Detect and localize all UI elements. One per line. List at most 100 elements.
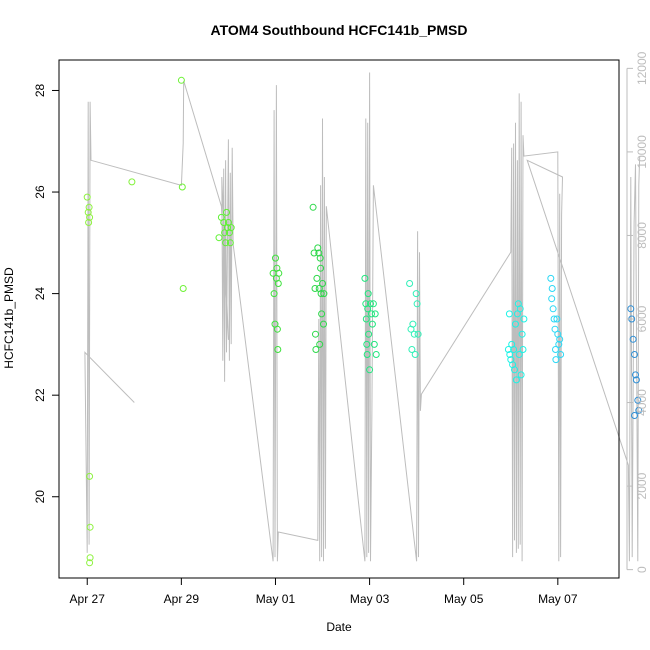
data-point (517, 371, 525, 379)
data-point (414, 330, 422, 338)
data-point (363, 340, 371, 348)
data-point (552, 356, 560, 364)
data-point (316, 340, 324, 348)
data-point (552, 346, 559, 353)
data-point (365, 330, 373, 338)
y2-tick-label: 8000 (635, 222, 649, 249)
data-point (410, 330, 418, 338)
data-point (309, 203, 317, 211)
data-point (86, 472, 94, 480)
y2-tick-label: 2000 (635, 472, 649, 499)
data-point (362, 315, 370, 323)
data-point (409, 320, 417, 328)
data-point (318, 310, 326, 318)
data-point (629, 335, 637, 343)
data-point (516, 305, 524, 313)
data-point (631, 412, 638, 419)
x-tick-label: Apr 29 (164, 592, 200, 606)
data-point (515, 351, 523, 358)
y-tick-label: 24 (33, 287, 47, 301)
data-point (221, 229, 229, 237)
data-point (369, 300, 377, 308)
x-tick-label: May 03 (350, 592, 390, 606)
data-point (86, 213, 94, 221)
data-point (635, 406, 643, 414)
altitude-track (84, 72, 641, 562)
data-point (631, 351, 638, 358)
data-point (408, 346, 416, 353)
data-point (177, 76, 185, 84)
y2-tick-label: 10000 (635, 135, 649, 169)
data-points (83, 76, 643, 567)
data-point (406, 280, 414, 287)
data-point (512, 376, 520, 384)
data-point (215, 234, 223, 242)
data-point (411, 351, 419, 358)
data-point (550, 315, 558, 323)
data-point (224, 219, 232, 226)
data-point (319, 280, 326, 287)
x-tick-label: May 01 (256, 592, 296, 606)
data-point (368, 310, 375, 318)
x-axis-label: Date (326, 620, 352, 634)
data-point (520, 315, 528, 323)
data-point (506, 351, 514, 358)
data-point (270, 290, 278, 298)
x-axis: Apr 27 Apr 29 May 01 May 03 May 05 May 07 (70, 577, 578, 606)
data-point (272, 254, 279, 262)
data-point (363, 351, 371, 358)
data-point (86, 523, 94, 531)
data-point (366, 366, 374, 374)
data-point (553, 315, 561, 323)
data-point (548, 285, 556, 292)
data-point (364, 290, 372, 298)
x-tick-label: May 05 (444, 592, 484, 606)
data-point (178, 183, 186, 191)
data-point (413, 300, 421, 308)
data-point (547, 274, 555, 282)
data-point (505, 310, 513, 318)
data-point (519, 346, 527, 353)
data-point (222, 239, 230, 247)
data-point (504, 346, 512, 353)
data-point (412, 290, 420, 298)
data-point (179, 285, 187, 292)
data-point (227, 224, 235, 232)
data-point (86, 554, 94, 562)
data-point (316, 254, 324, 262)
data-point (548, 295, 556, 303)
data-point (555, 340, 563, 348)
data-point (310, 249, 318, 257)
data-point (315, 249, 323, 257)
y-axis-left: 20 22 24 26 28 (33, 83, 60, 503)
data-point (510, 346, 518, 353)
data-point (368, 320, 376, 328)
data-point (556, 335, 564, 343)
data-point (371, 310, 379, 318)
data-point (314, 244, 322, 252)
data-point (275, 269, 283, 277)
data-point (85, 203, 93, 211)
data-point (317, 290, 325, 298)
altitude-line (84, 72, 641, 562)
data-point (274, 346, 282, 353)
data-point (367, 300, 374, 308)
x-tick-label: May 07 (538, 592, 578, 606)
y-axis-right: 0 2000 4000 6000 8000 10000 12000 (626, 51, 649, 573)
data-point (512, 320, 519, 328)
data-point (313, 274, 321, 282)
y-axis-label: HCFC141b_PMSD (2, 267, 16, 369)
data-point (627, 305, 635, 313)
data-point (83, 193, 91, 201)
data-point (511, 366, 518, 374)
data-point (634, 396, 642, 404)
data-point (320, 320, 327, 328)
data-point (84, 208, 92, 216)
data-point (317, 264, 325, 272)
y-tick-label: 28 (33, 83, 47, 97)
data-point (86, 559, 94, 567)
y-tick-label: 22 (33, 388, 47, 402)
data-point (372, 351, 380, 358)
data-point (220, 219, 228, 226)
